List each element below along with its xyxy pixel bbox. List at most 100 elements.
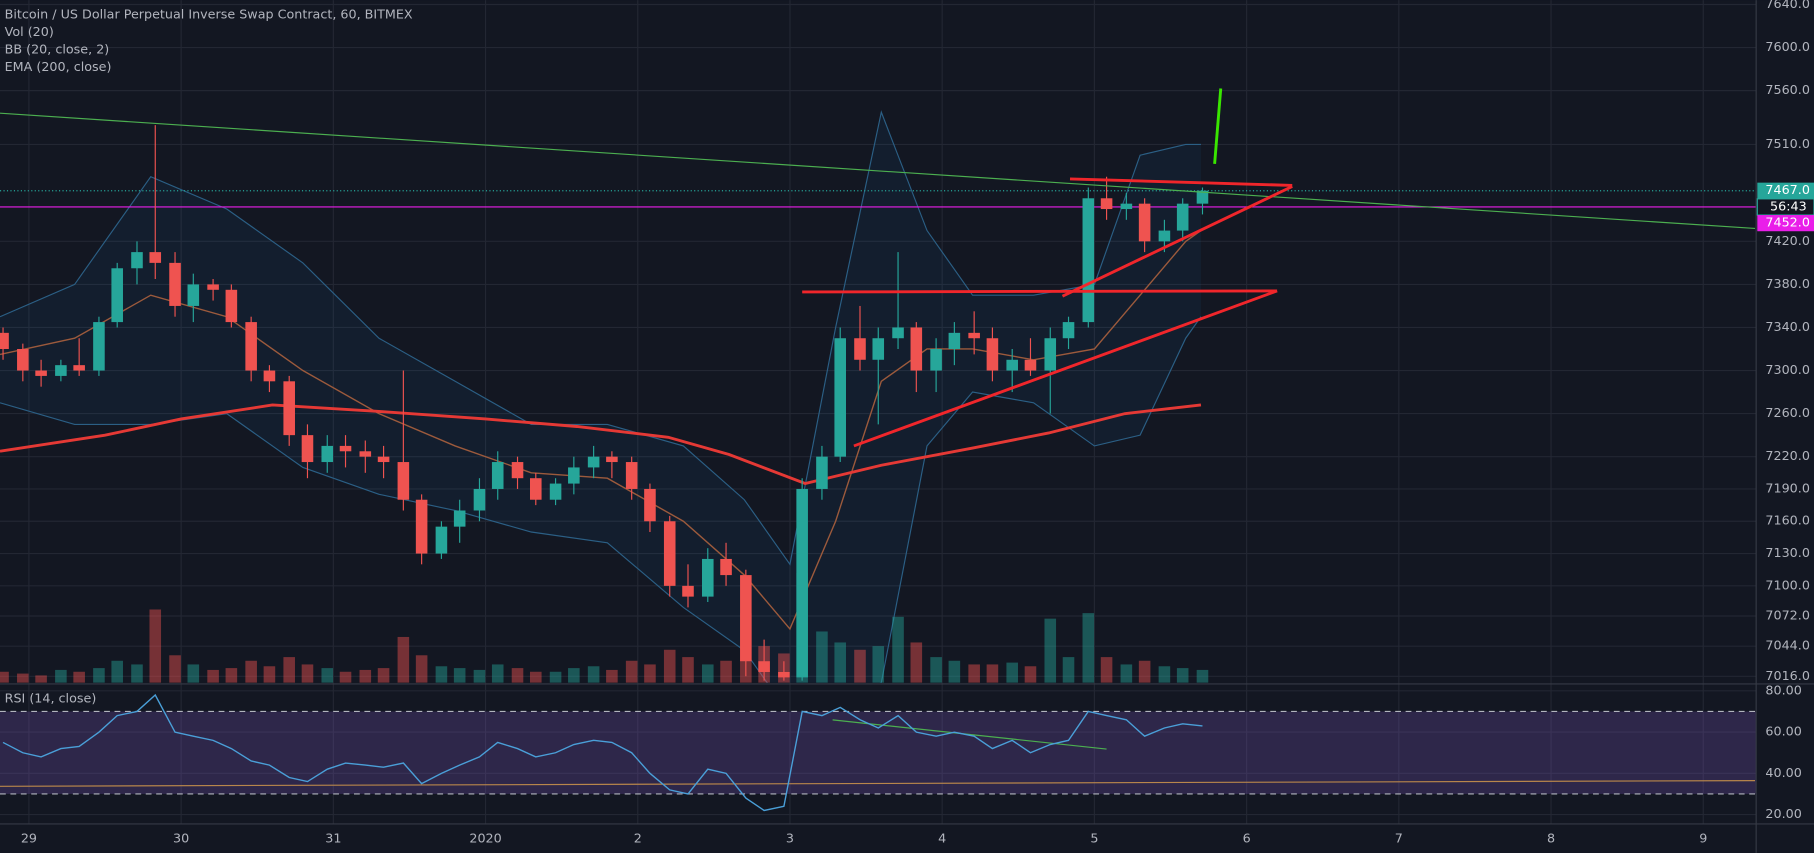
candle-body <box>1120 203 1133 210</box>
candle-body <box>663 521 676 586</box>
candle-body <box>892 327 904 339</box>
y-tick-label: 7072.0 <box>1765 608 1810 623</box>
volume-bar <box>453 668 466 683</box>
rsi-title: RSI (14, close) <box>5 690 97 705</box>
indicator-label: Vol (20) <box>5 24 54 39</box>
volume-bar <box>225 668 238 683</box>
volume-bar <box>511 668 524 683</box>
ema-line <box>0 403 1202 486</box>
volume-bar <box>73 671 85 683</box>
candle-body <box>930 349 942 371</box>
price-line-label: 7452.0 <box>1765 215 1810 230</box>
y-tick-label: 7260.0 <box>1765 405 1810 420</box>
candle-body <box>682 585 694 597</box>
y-tick-label: 7510.0 <box>1765 136 1810 151</box>
candle-body <box>131 252 143 269</box>
candle-body <box>530 478 542 500</box>
candle-body <box>187 284 200 306</box>
volume-bar <box>377 668 390 683</box>
x-tick-label: 29 <box>21 830 37 845</box>
volume-bar <box>816 631 828 683</box>
candle-body <box>339 445 352 452</box>
volume-bar <box>701 664 714 683</box>
x-tick-label: 5 <box>1090 830 1098 845</box>
trend-line <box>1061 185 1293 298</box>
volume-bar <box>663 649 676 683</box>
last-price-label: 7467.0 <box>1765 182 1810 197</box>
candle-body <box>397 462 410 500</box>
y-tick-label: 7100.0 <box>1765 577 1810 592</box>
x-tick-label: 6 <box>1243 830 1251 845</box>
candle-body <box>73 365 85 371</box>
volume-bar <box>892 616 904 683</box>
candle-body <box>55 365 67 376</box>
candle-body <box>245 322 257 371</box>
candle-body <box>740 575 752 662</box>
volume-bar <box>301 664 314 683</box>
volume-bar <box>283 657 295 683</box>
candle-body <box>169 262 181 306</box>
candle-body <box>111 268 123 323</box>
volume-bar <box>359 669 372 683</box>
volume-bar <box>187 664 200 683</box>
candle-body <box>1138 203 1151 242</box>
candle-body <box>796 488 808 678</box>
x-tick-label: 30 <box>173 830 189 845</box>
candle-body <box>225 289 238 323</box>
volume-bar <box>1158 666 1171 683</box>
candle-body <box>1082 198 1095 323</box>
candle-body <box>207 284 219 290</box>
x-tick-label: 2 <box>634 830 642 845</box>
volume-bar <box>263 666 276 683</box>
candle-body <box>149 252 162 263</box>
volume-bar <box>948 660 961 683</box>
candle-body <box>1062 322 1075 339</box>
grid <box>0 0 1757 824</box>
rsi-trend-line <box>832 719 1107 750</box>
x-tick-label: 7 <box>1395 830 1403 845</box>
y-tick-label: 7640.0 <box>1765 0 1810 11</box>
candle-body <box>35 370 47 376</box>
candle-body <box>816 456 828 489</box>
candle-body <box>701 558 714 597</box>
volume-bar <box>720 660 732 683</box>
trend-line <box>1069 177 1293 187</box>
volume-bar <box>245 660 257 683</box>
x-tick-label: 31 <box>325 830 341 845</box>
candle-body <box>968 332 980 339</box>
candle-body <box>910 327 923 371</box>
candle-body <box>587 456 600 468</box>
candle-body <box>263 370 276 382</box>
volume-bar <box>854 649 866 683</box>
volume-bar <box>149 609 162 683</box>
volume-bar <box>1120 664 1133 683</box>
volume-bar <box>491 664 504 683</box>
y-tick-label: 7380.0 <box>1765 276 1810 291</box>
countdown: 56:43 <box>1770 198 1807 213</box>
candle-body <box>606 456 618 463</box>
volume-bar <box>568 668 580 683</box>
volume-bar <box>397 636 410 683</box>
volume-bar <box>1100 657 1113 683</box>
volume-bar <box>872 646 885 683</box>
volume-bar <box>910 642 923 683</box>
candle-body <box>1158 230 1171 242</box>
candle-body <box>778 671 790 678</box>
candle-body <box>644 488 656 522</box>
indicator-label: BB (20, close, 2) <box>5 41 110 56</box>
volume-bar <box>1044 618 1057 683</box>
volume-bar <box>93 668 105 683</box>
bb-fill <box>0 112 1201 683</box>
candle-body <box>1100 198 1113 210</box>
candle-body <box>549 483 562 500</box>
y-tick-label: 7300.0 <box>1765 362 1810 377</box>
x-tick-label: 8 <box>1547 830 1555 845</box>
candle-body <box>321 445 334 463</box>
x-tick-label: 9 <box>1699 830 1707 845</box>
y-tick-label: 7130.0 <box>1765 545 1810 560</box>
volume-bar <box>1176 668 1189 683</box>
x-tick-label: 4 <box>938 830 946 845</box>
candle-body <box>1196 190 1209 204</box>
volume-bar <box>1082 613 1095 683</box>
